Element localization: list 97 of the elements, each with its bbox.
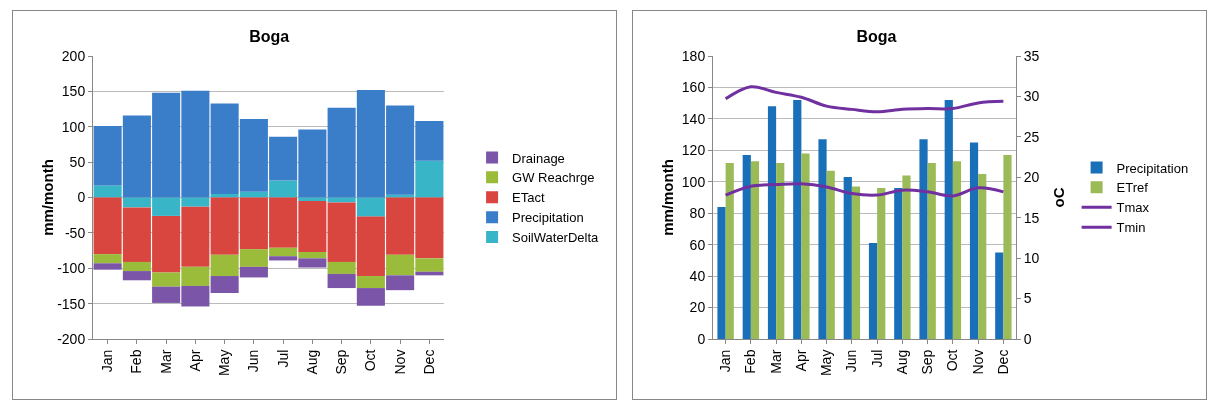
chart-title: Boga <box>856 27 897 45</box>
y-tick-label: -50 <box>64 224 86 241</box>
y2-tick-label: 0 <box>1023 330 1032 347</box>
y-tick-label: 0 <box>697 330 706 347</box>
y-tick-label: 60 <box>689 236 706 253</box>
y-tick-label: 120 <box>681 142 706 159</box>
x-tick-label: Jan <box>717 349 734 373</box>
y-tick-label: 100 <box>681 173 706 190</box>
legend-label: Drainage <box>512 150 565 166</box>
x-tick-label: Jul <box>274 349 291 368</box>
y-tick-label: 80 <box>689 205 706 222</box>
bar <box>995 252 1004 339</box>
y-tick-label: -150 <box>57 295 86 312</box>
bar <box>93 185 122 198</box>
y-tick-label: 140 <box>681 110 706 127</box>
x-tick-label: Oct <box>362 349 379 372</box>
x-tick-label: Dec <box>994 349 1011 375</box>
y2-tick-label: 25 <box>1023 128 1040 145</box>
x-tick-label: Jan <box>99 349 116 373</box>
bar <box>851 186 861 339</box>
bar <box>1003 155 1012 339</box>
y-tick-label: 0 <box>77 189 86 206</box>
y-tick-label: -200 <box>57 330 86 347</box>
y2-tick-label: 30 <box>1023 88 1040 105</box>
x-tick-label: Sep <box>333 349 350 375</box>
legend-label: SoilWaterDelta <box>512 230 600 246</box>
y-tick-label: 160 <box>681 79 706 96</box>
bar <box>902 175 911 339</box>
bar <box>327 273 356 289</box>
bar <box>818 139 827 339</box>
x-tick-label: Aug <box>893 349 910 375</box>
y-tick-label: 200 <box>61 47 86 64</box>
x-tick-label: Jun <box>245 349 262 373</box>
x-tick-label: Nov <box>391 349 408 375</box>
bar <box>742 155 751 339</box>
bar <box>969 142 979 339</box>
x-tick-label: May <box>818 349 835 377</box>
y-axis-title: mm/month <box>659 159 676 236</box>
y2-tick-label: 5 <box>1023 290 1032 307</box>
bar <box>793 100 802 339</box>
x-tick-label: Jul <box>868 349 885 368</box>
line-series <box>724 182 1005 198</box>
x-tick-label: Feb <box>742 349 759 374</box>
legend-label: GW Reachrge <box>512 170 595 186</box>
y-tick-label: -100 <box>57 260 86 277</box>
x-tick-label: Sep <box>919 349 936 375</box>
x-tick-label: Apr <box>186 349 203 372</box>
bar <box>877 188 886 339</box>
bar <box>944 100 953 339</box>
bar <box>356 276 385 289</box>
x-tick-label: Apr <box>792 349 809 372</box>
x-tick-label: Oct <box>944 349 961 372</box>
y2-tick-label: 15 <box>1023 209 1040 226</box>
x-tick-label: Mar <box>157 349 174 374</box>
bar <box>750 161 760 339</box>
y2-axis-title: oC <box>1049 187 1067 208</box>
legend-label: Tmax <box>1116 200 1150 216</box>
y-tick-label: 40 <box>689 268 706 285</box>
y-tick-label: 20 <box>689 299 706 316</box>
chart-title: Boga <box>249 27 290 45</box>
bar <box>826 170 835 339</box>
bar <box>93 263 122 270</box>
y2-tick-label: 20 <box>1023 169 1040 186</box>
y-tick-label: 50 <box>69 154 86 171</box>
x-tick-label: Aug <box>303 349 320 375</box>
bar <box>978 173 987 339</box>
bar <box>801 153 810 339</box>
bar <box>868 243 878 339</box>
y2-tick-label: 35 <box>1023 47 1040 64</box>
bar <box>717 206 726 339</box>
legend-label: Precipitation <box>512 210 584 226</box>
x-tick-label: Jun <box>843 349 860 373</box>
bar <box>122 271 151 281</box>
x-tick-label: Mar <box>767 349 784 374</box>
bar <box>919 139 928 339</box>
bar <box>327 261 356 274</box>
x-tick-label: Nov <box>969 349 986 375</box>
bar <box>843 177 852 339</box>
x-tick-label: Dec <box>420 349 437 375</box>
x-tick-label: May <box>216 349 233 377</box>
x-tick-label: Feb <box>128 349 145 374</box>
y-axis-title: mm/month <box>39 159 56 236</box>
line-series <box>724 85 1005 114</box>
y-tick-label: 150 <box>61 83 86 100</box>
bar <box>894 188 903 339</box>
y-tick-label: 100 <box>61 118 86 135</box>
y-tick-label: 180 <box>681 47 706 64</box>
bar <box>725 162 734 339</box>
legend-label: Tmin <box>1116 220 1146 236</box>
legend-label: ETref <box>1116 180 1149 196</box>
bar <box>776 162 785 339</box>
bar <box>767 106 777 339</box>
bar <box>927 162 936 339</box>
bar <box>952 161 962 339</box>
legend-label: Precipitation <box>1116 160 1189 176</box>
y2-tick-label: 10 <box>1023 250 1040 267</box>
legend-label: ETact <box>512 190 545 206</box>
